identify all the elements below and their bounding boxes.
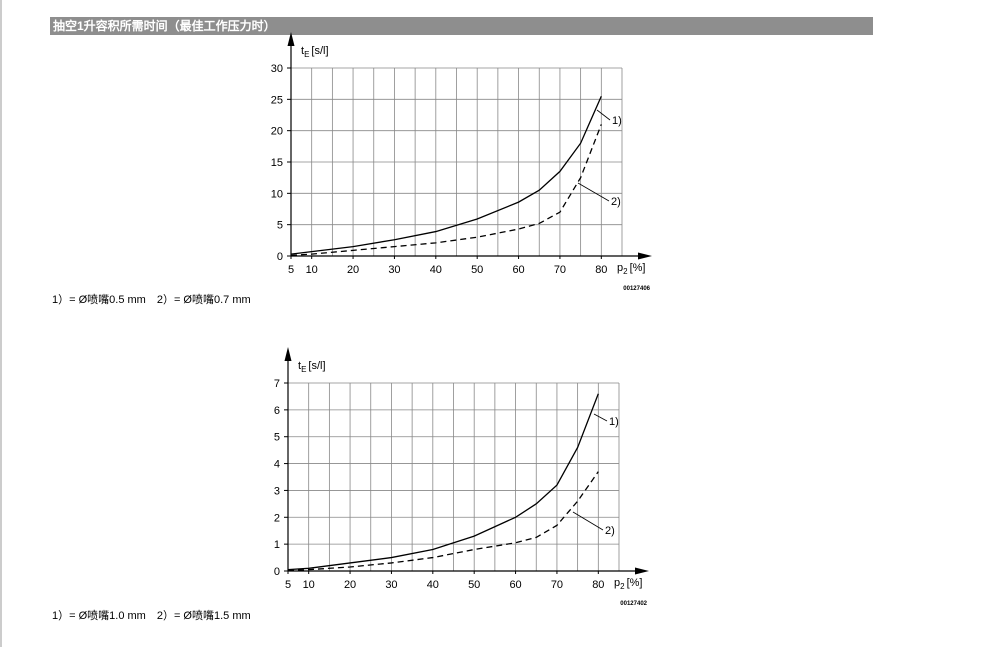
y-tick-label: 0 bbox=[277, 251, 283, 263]
x-tick-label: 30 bbox=[385, 579, 397, 591]
x-axis-arrow bbox=[635, 567, 649, 575]
series-label: 1) bbox=[612, 115, 622, 127]
y-tick-label: 1 bbox=[274, 539, 280, 551]
y-tick-label: 7 bbox=[274, 378, 280, 390]
caption: 1）= Ø喷嘴1.0 mm 2）= Ø喷嘴1.5 mm bbox=[52, 609, 251, 622]
series-line bbox=[290, 124, 602, 257]
y-label-base: t bbox=[301, 45, 304, 57]
series-line bbox=[287, 393, 599, 571]
y-tick-label: 15 bbox=[271, 157, 283, 169]
series-leader bbox=[596, 109, 611, 121]
y-axis-label: tE [s/l] bbox=[298, 360, 326, 374]
y-tick-label: 4 bbox=[274, 459, 280, 471]
series-label: 2) bbox=[605, 525, 615, 537]
header-title: 抽空1升容积所需时间（最佳工作压力时） bbox=[53, 18, 276, 33]
series-line bbox=[287, 471, 599, 572]
y-tick-label: 6 bbox=[274, 405, 280, 417]
x-label-unit: [%] bbox=[630, 262, 646, 274]
x-tick-label: 70 bbox=[551, 579, 563, 591]
y-label-unit: [s/l] bbox=[308, 360, 325, 372]
y-label-sub: E bbox=[304, 50, 309, 59]
x-tick-label: 60 bbox=[509, 579, 521, 591]
x-tick-label: 50 bbox=[468, 579, 480, 591]
y-tick-label: 0 bbox=[274, 566, 280, 578]
x-tick-label: 40 bbox=[430, 264, 442, 276]
x-tick-label: 10 bbox=[303, 579, 315, 591]
series-leader bbox=[572, 511, 604, 531]
x-tick-label: 5 bbox=[285, 579, 291, 591]
y-tick-label: 20 bbox=[271, 126, 283, 138]
y-tick-label: 25 bbox=[271, 94, 283, 106]
series-label: 2) bbox=[611, 196, 621, 208]
x-tick-label: 60 bbox=[512, 264, 524, 276]
header-bar bbox=[50, 17, 873, 35]
x-axis-label: p2 [%] bbox=[614, 577, 642, 591]
x-label-base: p bbox=[614, 577, 620, 589]
x-tick-label: 30 bbox=[388, 264, 400, 276]
figure-code: 00127402 bbox=[620, 601, 647, 607]
y-tick-label: 3 bbox=[274, 485, 280, 497]
y-axis-arrow bbox=[287, 32, 295, 46]
x-tick-label: 10 bbox=[306, 264, 318, 276]
x-axis-arrow bbox=[638, 252, 652, 260]
series-leader bbox=[593, 413, 608, 422]
series-leader bbox=[577, 182, 610, 202]
y-tick-label: 10 bbox=[271, 188, 283, 200]
y-axis-arrow bbox=[284, 347, 292, 361]
x-tick-label: 40 bbox=[427, 579, 439, 591]
x-axis-label: p2 [%] bbox=[617, 262, 645, 276]
x-tick-label: 80 bbox=[595, 264, 607, 276]
y-tick-label: 2 bbox=[274, 512, 280, 524]
y-label-sub: E bbox=[301, 365, 306, 374]
y-axis-label: tE [s/l] bbox=[301, 45, 329, 59]
x-label-sub: 2 bbox=[623, 267, 628, 276]
x-tick-label: 50 bbox=[471, 264, 483, 276]
y-tick-label: 5 bbox=[277, 220, 283, 232]
x-label-unit: [%] bbox=[627, 577, 643, 589]
x-tick-label: 80 bbox=[592, 579, 604, 591]
x-tick-label: 5 bbox=[288, 264, 294, 276]
series-label: 1) bbox=[609, 416, 619, 428]
y-tick-label: 5 bbox=[274, 432, 280, 444]
x-label-base: p bbox=[617, 262, 623, 274]
y-label-unit: [s/l] bbox=[311, 45, 328, 57]
series-line bbox=[290, 95, 602, 255]
caption: 1）= Ø喷嘴0.5 mm 2）= Ø喷嘴0.7 mm bbox=[52, 293, 251, 306]
y-label-base: t bbox=[298, 360, 301, 372]
figure-code: 00127406 bbox=[623, 286, 650, 292]
x-tick-label: 70 bbox=[554, 264, 566, 276]
x-label-sub: 2 bbox=[620, 582, 625, 591]
x-tick-label: 20 bbox=[344, 579, 356, 591]
x-tick-label: 20 bbox=[347, 264, 359, 276]
y-tick-label: 30 bbox=[271, 63, 283, 75]
